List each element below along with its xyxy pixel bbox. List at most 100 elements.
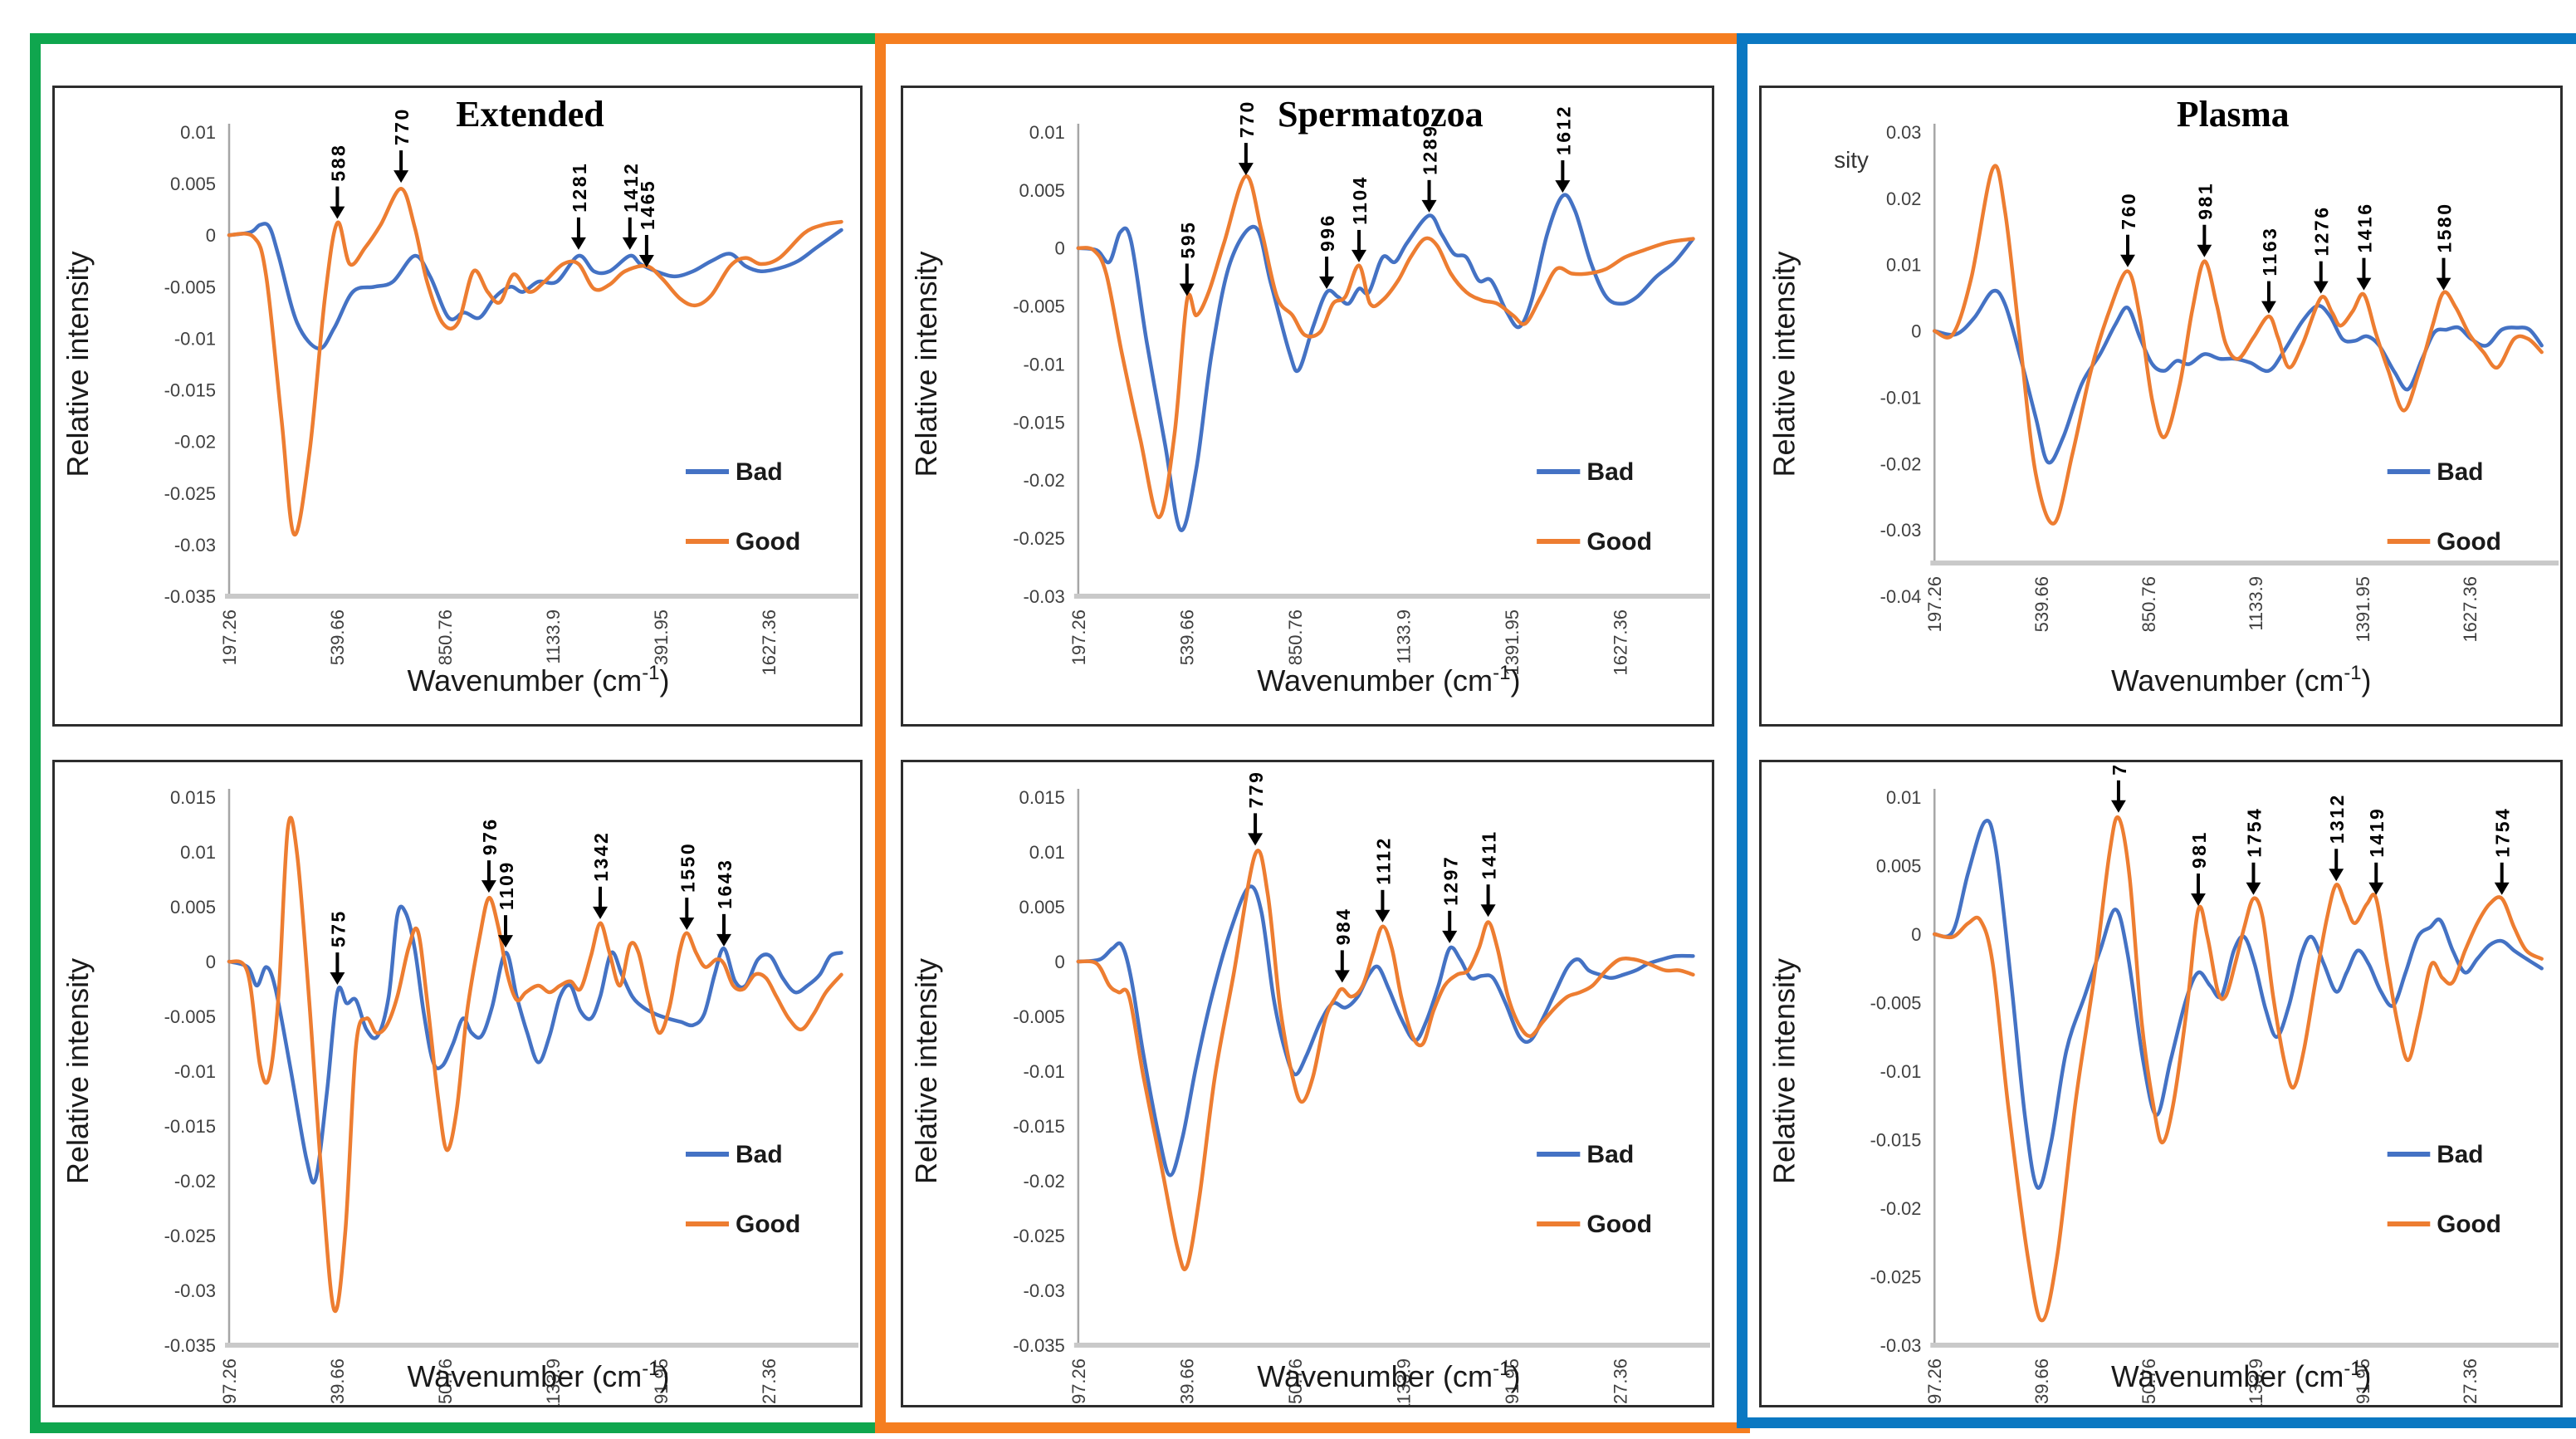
y-tick-label: 0.01 (1886, 787, 1921, 808)
peak-label: 1754 (2243, 807, 2265, 858)
series-line-bad (1076, 193, 1695, 532)
peak-label: 1612 (1552, 105, 1574, 155)
peak-label: 1411 (1479, 830, 1500, 879)
x-tick-label: 1627.36 (759, 609, 780, 676)
group-frame-plasma: 0.03 0.02 0.01 0 -0.01 -0.02 -0.03 -0.04 197.26 5… (1737, 33, 2576, 1428)
y-tick-label: -0.01 (1023, 355, 1064, 375)
x-tick-label: 1627.36 (2460, 1358, 2481, 1405)
x-axis-line (225, 594, 858, 599)
peak-arrow-head (1555, 180, 1571, 193)
y-tick-label: -0.02 (1023, 470, 1064, 491)
legend-label-good: Good (2437, 1211, 2501, 1238)
y-tick-label: -0.005 (164, 277, 216, 297)
peak-arrow-head (393, 170, 409, 184)
y-tick-label: -0.02 (1880, 1198, 1922, 1219)
peak-label: 1550 (677, 842, 698, 893)
y-tick-label: 0 (206, 952, 216, 972)
x-tick-label: 197.26 (1924, 576, 1945, 632)
peak-arrow-head (2120, 254, 2135, 267)
y-tick-label: 0.01 (1029, 122, 1065, 143)
x-tick-label: 539.66 (1176, 609, 1197, 665)
x-axis-line (1073, 1343, 1710, 1348)
peak-label: 996 (1317, 213, 1338, 252)
y-tick-label: -0.025 (164, 483, 216, 504)
peak-label: 981 (2194, 182, 2216, 220)
x-axis-title: Wavenumber (cm-1) (407, 1358, 669, 1393)
x-tick-label: 1391.95 (1502, 609, 1523, 675)
y-axis-title: Relative intensity (909, 251, 943, 477)
peak-arrow-head (2197, 244, 2212, 257)
y-tick-label: 0.01 (1886, 255, 1921, 276)
peak-arrow-head (2191, 893, 2206, 906)
x-axis-title: Wavenumber (cm-1) (2111, 1358, 2371, 1393)
peak-arrow-head (1238, 163, 1254, 176)
peak-label: 1112 (1372, 836, 1394, 885)
chart-panel-extended-bottom: 0.015 0.01 0.005 0 -0.005 -0.01 -0.015 -0.02 -0.… (52, 760, 863, 1407)
y-tick-label: -0.03 (1880, 1335, 1922, 1356)
peak-arrow-head (2110, 800, 2126, 813)
peak-arrow-head (679, 918, 695, 931)
legend-label-bad: Bad (736, 458, 783, 486)
peak-arrow-head (570, 237, 586, 250)
peak-arrow-head (330, 972, 345, 986)
y-tick-label: -0.02 (174, 432, 216, 453)
x-tick-label: 1133.9 (2246, 576, 2266, 631)
x-tick-label: 1133.9 (1393, 1358, 1414, 1405)
x-axis-line (1930, 1343, 2559, 1348)
chart-panel-spermatozoa-top: 0.01 0.005 0 -0.005 -0.01 -0.015 -0.02 -0.025 -0… (901, 86, 1714, 727)
x-tick-label: 197.26 (219, 609, 240, 665)
x-tick-label: 850.76 (2139, 1358, 2159, 1405)
legend-label-bad: Bad (1586, 458, 1634, 486)
y-tick-label: -0.025 (1013, 1226, 1065, 1246)
chart-title: Plasma (2177, 95, 2290, 135)
x-tick-label: 197.26 (1924, 1358, 1945, 1405)
peak-label: 595 (1177, 221, 1199, 259)
series-line-bad (1076, 884, 1695, 1177)
peak-label: 981 (2188, 830, 2210, 869)
peak-label: 1109 (496, 860, 517, 910)
y-tick-label: 0.02 (1886, 188, 1921, 209)
y-tick-label: -0.03 (1023, 586, 1064, 607)
chart-plasma-top: 0.03 0.02 0.01 0 -0.01 -0.02 -0.03 -0.04 197.26 5… (1768, 95, 2559, 697)
y-axis-title: Relative intensity (1768, 251, 1801, 477)
y-tick-label: 0 (1911, 321, 1921, 341)
y-tick-label: 0.005 (1876, 855, 1922, 876)
legend-label-good: Good (736, 528, 800, 556)
x-tick-label: 850.76 (1285, 1358, 1306, 1405)
series-line-good (1933, 815, 2544, 1323)
legend-label-good: Good (736, 1211, 800, 1238)
x-tick-label: 391.95 (651, 609, 672, 665)
x-tick-label: 1133.9 (543, 1358, 564, 1405)
peak-label: 976 (479, 817, 501, 855)
y-tick-label: 0 (206, 225, 216, 246)
chart-spermatozoa-top: 0.01 0.005 0 -0.005 -0.01 -0.015 -0.02 -0.025 -0… (909, 94, 1710, 697)
x-tick-label: 391.95 (1502, 1358, 1523, 1405)
y-tick-label: -0.01 (1023, 1061, 1064, 1082)
peak-arrow-head (716, 933, 731, 947)
peak-arrow-head (1480, 904, 1496, 918)
x-axis-line (1930, 560, 2559, 566)
x-axis-line (225, 1343, 858, 1348)
peak-arrow-head (1375, 909, 1391, 923)
peak-arrow-head (2436, 277, 2451, 291)
y-tick-label: 0.005 (1019, 897, 1065, 918)
peak-arrow-head (481, 880, 496, 893)
x-tick-label: 1627.36 (759, 1358, 780, 1405)
x-tick-label: 850.76 (2139, 576, 2159, 632)
peak-arrow-head (622, 237, 638, 250)
y-tick-label: -0.03 (1023, 1280, 1064, 1301)
peak-label: 984 (1332, 908, 1354, 946)
y-tick-label: -0.025 (1013, 528, 1065, 549)
x-tick-label: 1133.9 (1393, 609, 1414, 664)
peak-arrow-head (1421, 199, 1437, 213)
peak-arrow-head (2261, 301, 2276, 314)
y-tick-label: 0 (1055, 238, 1065, 259)
series-line-good (1076, 174, 1695, 520)
peak-label: 1412 (620, 162, 642, 213)
x-axis-title: Wavenumber (cm-1) (1257, 1358, 1520, 1393)
y-tick-label: 0.015 (1019, 787, 1065, 808)
y-tick-label: 0 (1055, 952, 1065, 972)
peak-label: 1416 (2354, 203, 2375, 253)
x-tick-label: 1627.36 (1611, 1358, 1631, 1405)
series-line-good (1076, 849, 1695, 1272)
